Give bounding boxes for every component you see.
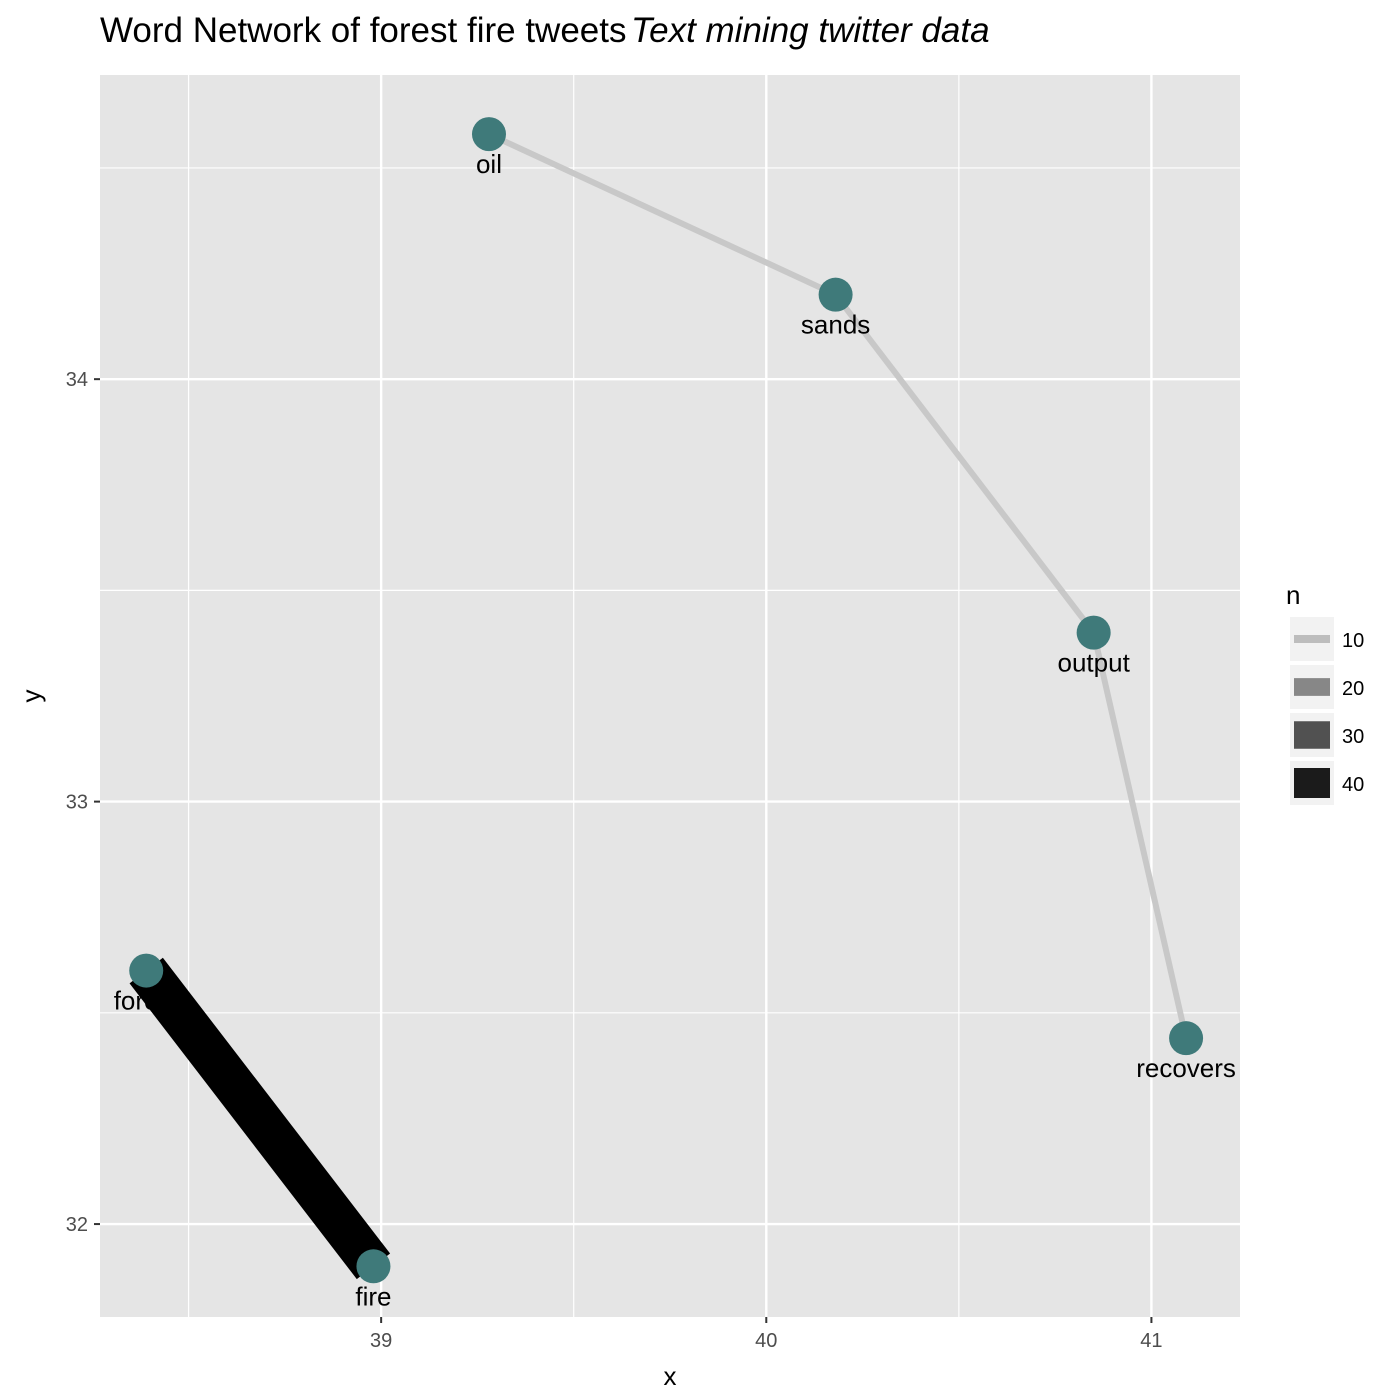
- grid-major: [100, 75, 1240, 1317]
- node-fire: [356, 1249, 391, 1284]
- grid-minor: [100, 75, 1240, 1317]
- legend-label-30: 30: [1342, 726, 1364, 748]
- node-recovers: [1169, 1021, 1204, 1056]
- x-tick-label: 39: [370, 1330, 392, 1352]
- y-tick-label: 32: [66, 1214, 88, 1236]
- plot-clip-mask-right: [1240, 75, 1285, 1317]
- node-label-output: output: [1058, 648, 1131, 678]
- node-forest: [129, 953, 164, 988]
- legend-label-20: 20: [1342, 678, 1364, 700]
- node-output: [1076, 615, 1111, 650]
- node-label-oil: oil: [476, 149, 502, 179]
- plot-panel: [100, 75, 1240, 1317]
- edge-sands-output: [833, 292, 1097, 635]
- y-tick-label: 34: [66, 369, 88, 391]
- legend-keys: 10 20 30 40: [1290, 617, 1364, 805]
- node-label-sands: sands: [801, 310, 870, 340]
- x-tick-label: 40: [755, 1330, 777, 1352]
- node-sands: [818, 277, 853, 312]
- node-label-forest: forest: [114, 986, 180, 1016]
- x-axis-title: x: [664, 1361, 677, 1391]
- node-label-recovers: recovers: [1136, 1053, 1236, 1083]
- legend-title: n: [1286, 580, 1300, 610]
- x-tick-label: 41: [1140, 1330, 1162, 1352]
- node-layer: [129, 117, 1204, 1284]
- edge-output-recovers: [1090, 631, 1190, 1039]
- y-tick-label: 33: [66, 792, 88, 814]
- chart-subtitle: Text mining twitter data: [631, 11, 990, 50]
- legend-label-10: 10: [1342, 630, 1364, 652]
- legend: n 10 20 30 40: [1286, 580, 1364, 805]
- node-label-fire: fire: [355, 1281, 391, 1311]
- edge-layer: [129, 131, 1190, 1280]
- edge-oil-sands: [487, 131, 837, 298]
- y-axis: 32 33 34: [66, 369, 100, 1236]
- chart-title: Word Network of forest fire tweets Text …: [100, 11, 990, 50]
- node-oil: [471, 117, 506, 152]
- edge-forest-fire: [129, 957, 391, 1280]
- legend-label-40: 40: [1342, 774, 1364, 796]
- x-axis: 39 40 41: [370, 1317, 1163, 1352]
- chart-title-main: Word Network of forest fire tweets: [100, 11, 626, 50]
- y-axis-title: y: [16, 690, 46, 703]
- node-label-layer: oil sands output recovers forest fire: [114, 149, 1236, 1311]
